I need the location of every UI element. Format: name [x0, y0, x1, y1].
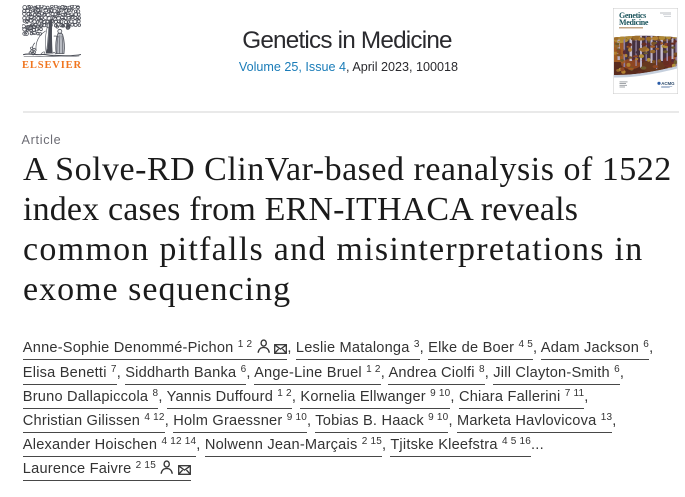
svg-text:Medicine: Medicine — [619, 18, 649, 27]
svg-text:ACMG: ACMG — [661, 81, 675, 86]
svg-text:Genetics: Genetics — [619, 11, 646, 20]
